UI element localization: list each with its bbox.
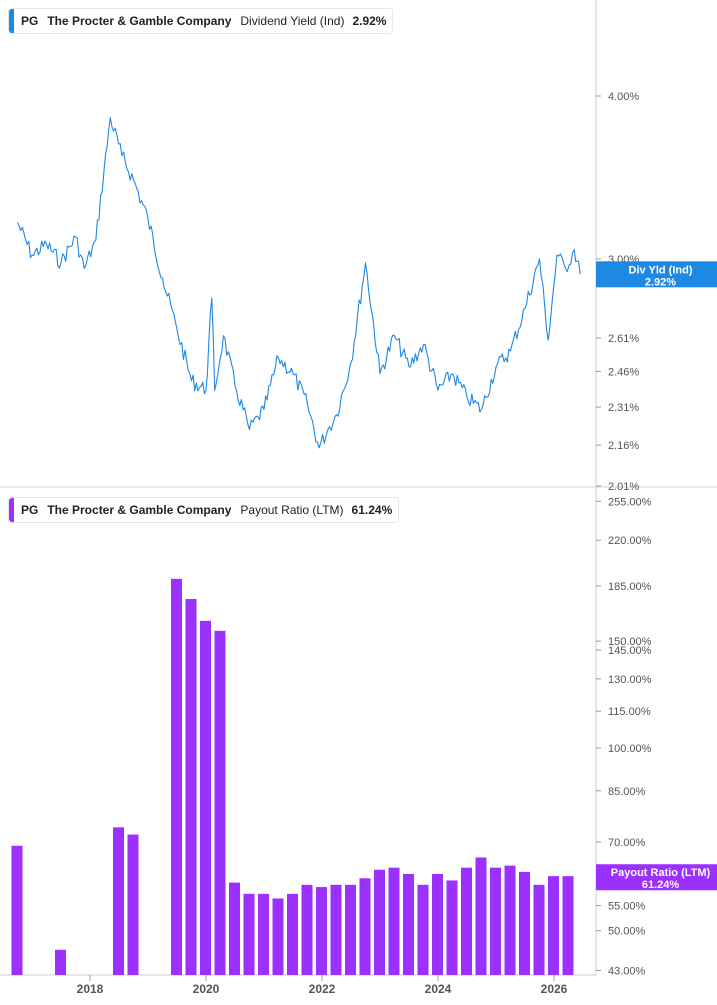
y-tick-label: 85.00% bbox=[608, 786, 646, 798]
y-tick-label: 220.00% bbox=[608, 535, 652, 547]
payout-ratio-bar bbox=[171, 578, 182, 975]
y-tick-label: 50.00% bbox=[608, 926, 646, 938]
y-tick-label: 150.00% bbox=[608, 636, 652, 648]
payout-ratio-bar bbox=[200, 620, 211, 975]
payout-ratio-bar bbox=[374, 869, 385, 975]
payout-ratio-bar bbox=[446, 880, 458, 975]
payout-ratio-bar bbox=[272, 898, 284, 975]
legend-company: The Procter & Gamble Company bbox=[47, 503, 232, 517]
legend-ticker: PG bbox=[21, 14, 39, 28]
payout-ratio-legend[interactable]: PG The Procter & Gamble Company Payout R… bbox=[8, 497, 400, 523]
tag-value: 61.24% bbox=[642, 879, 680, 891]
y-tick-label: 2.61% bbox=[608, 333, 639, 345]
y-tick-label: 2.31% bbox=[608, 402, 639, 414]
payout-ratio-bar bbox=[504, 865, 516, 975]
y-tick-label: 43.00% bbox=[608, 965, 646, 977]
y-tick-label: 115.00% bbox=[608, 706, 651, 718]
legend-ticker: PG bbox=[21, 503, 39, 517]
payout-ratio-bar bbox=[258, 893, 269, 975]
payout-ratio-bar bbox=[345, 884, 356, 975]
tag-value: 2.92% bbox=[645, 276, 676, 288]
payout-ratio-last-value-tag: Payout Ratio (LTM)61.24% bbox=[596, 864, 717, 891]
legend-metric: Payout Ratio (LTM) bbox=[240, 503, 344, 517]
tag-background bbox=[596, 864, 717, 891]
y-tick-label: 185.00% bbox=[608, 581, 652, 593]
x-tick-label: 2026 bbox=[541, 982, 568, 996]
payout-ratio-bar bbox=[127, 834, 139, 975]
payout-ratio-bar bbox=[11, 845, 23, 975]
y-tick-label: 100.00% bbox=[608, 743, 652, 755]
y-tick-label: 130.00% bbox=[608, 674, 652, 686]
payout-ratio-bar bbox=[388, 867, 400, 975]
payout-ratio-bar bbox=[287, 893, 298, 975]
payout-ratio-bar bbox=[519, 871, 530, 975]
x-tick-label: 2022 bbox=[309, 982, 336, 996]
legend-metric: Dividend Yield (Ind) bbox=[240, 14, 345, 28]
payout-ratio-bar bbox=[214, 630, 226, 975]
payout-ratio-bar bbox=[432, 873, 443, 975]
legend-company: The Procter & Gamble Company bbox=[47, 14, 232, 28]
payout-ratio-bar bbox=[113, 827, 124, 975]
payout-ratio-legend-swatch bbox=[9, 498, 14, 522]
x-tick-label: 2020 bbox=[193, 982, 220, 996]
payout-ratio-bar bbox=[403, 873, 414, 975]
payout-ratio-bar bbox=[533, 884, 545, 975]
payout-ratio-bar bbox=[316, 887, 327, 975]
payout-ratio-bar bbox=[243, 893, 255, 975]
dividend-yield-line bbox=[16, 117, 581, 449]
payout-ratio-bar bbox=[55, 949, 66, 975]
payout-ratio-bar bbox=[461, 867, 472, 975]
dividend-yield-last-value-tag: Div Yld (Ind)2.92% bbox=[596, 261, 717, 288]
tag-label: Payout Ratio (LTM) bbox=[611, 867, 711, 879]
x-tick-label: 2024 bbox=[425, 982, 452, 996]
y-tick-label: 70.00% bbox=[608, 837, 646, 849]
payout-ratio-bar bbox=[359, 878, 371, 975]
x-tick-label: 2018 bbox=[77, 982, 104, 996]
payout-ratio-bar bbox=[229, 882, 240, 975]
payout-ratio-bar bbox=[185, 599, 197, 975]
payout-ratio-bar bbox=[301, 884, 313, 975]
legend-value: 61.24% bbox=[351, 503, 393, 517]
tag-label: Div Yld (Ind) bbox=[629, 264, 693, 276]
y-tick-label: 55.00% bbox=[608, 901, 646, 913]
payout-ratio-bar bbox=[417, 884, 429, 975]
y-tick-label: 2.16% bbox=[608, 440, 639, 452]
payout-ratio-bar bbox=[490, 867, 501, 975]
y-tick-label: 2.01% bbox=[608, 481, 639, 493]
dividend-yield-legend-swatch bbox=[9, 9, 14, 33]
y-tick-label: 255.00% bbox=[608, 496, 652, 508]
y-tick-label: 2.46% bbox=[608, 366, 639, 378]
payout-ratio-bar bbox=[475, 857, 487, 975]
payout-ratio-bar bbox=[330, 884, 342, 975]
legend-value: 2.92% bbox=[352, 14, 387, 28]
payout-ratio-bar bbox=[548, 876, 559, 975]
y-tick-label: 4.00% bbox=[608, 91, 639, 103]
payout-ratio-bar bbox=[562, 876, 574, 975]
tag-background bbox=[596, 261, 717, 288]
dividend-yield-legend[interactable]: PG The Procter & Gamble Company Dividend… bbox=[8, 8, 394, 34]
y-tick-label: 145.00% bbox=[608, 645, 652, 657]
